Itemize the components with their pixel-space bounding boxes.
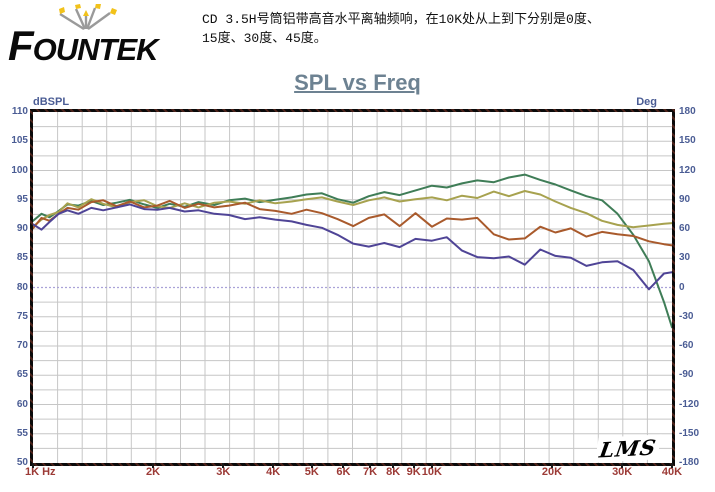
lms-logo: LMS <box>594 434 662 463</box>
x-axis-tick: 10K <box>421 466 442 478</box>
x-axis-tick: 5K <box>304 466 319 478</box>
y-axis-tick-left: 95 <box>16 193 28 205</box>
y-axis-tick-right: 60 <box>679 223 691 234</box>
x-axis-tick: 4K <box>266 466 281 478</box>
x-axis-tick-mark <box>310 463 313 468</box>
y-axis-tick-right: 150 <box>679 135 696 147</box>
y-axis-tick-left: 50 <box>16 457 28 468</box>
x-axis-tick: 9K <box>406 466 421 478</box>
y-axis-tick-left: 65 <box>16 369 28 381</box>
right-axis-unit-label: Deg <box>636 96 657 108</box>
x-axis-tick: 30K <box>612 466 633 478</box>
y-axis-tick-right: -90 <box>679 369 694 381</box>
x-axis-tick-mark <box>621 463 624 468</box>
x-axis-tick: 20K <box>541 466 563 478</box>
x-axis-tick-mark <box>671 463 673 468</box>
x-axis-tick-mark <box>152 463 155 468</box>
y-axis-tick-left: 100 <box>11 164 28 176</box>
x-axis-tick-mark <box>392 463 395 468</box>
y-axis-tick-left: 60 <box>16 398 28 410</box>
logo-wordmark: FOUNTEK <box>8 22 159 69</box>
description-line-2: 15度、30度、45度。 <box>202 31 327 46</box>
y-axis-tick-right: -120 <box>679 398 700 410</box>
spl-vs-freq-plot <box>30 109 675 466</box>
y-axis-tick-right: 30 <box>679 252 691 264</box>
y-axis-tick-right: -150 <box>679 427 700 439</box>
y-axis-tick-right: 180 <box>679 106 696 117</box>
y-axis-tick-right: 0 <box>679 281 685 293</box>
y-axis-tick-left: 75 <box>16 310 28 322</box>
y-axis-tick-right: -30 <box>679 310 694 322</box>
y-axis-tick-left: 80 <box>16 281 28 293</box>
fountek-logo: FOUNTEK <box>8 4 200 69</box>
x-axis-tick-mark <box>430 463 433 468</box>
x-axis-tick-mark <box>272 463 275 468</box>
y-axis-tick-left: 90 <box>16 223 28 234</box>
x-axis-tick: 2K <box>146 466 161 478</box>
y-axis-tick-right: -180 <box>679 457 700 468</box>
x-axis-tick: 40K <box>661 466 683 478</box>
y-axis-tick-left: 70 <box>16 340 28 351</box>
curve-deg45 <box>33 203 672 291</box>
x-axis-tick-mark <box>32 463 34 468</box>
x-axis-tick: 7K <box>363 466 378 478</box>
y-axis-tick-left: 105 <box>11 135 28 147</box>
y-axis-tick-left: 110 <box>11 106 28 117</box>
x-axis-tick-mark <box>412 463 415 468</box>
y-axis-tick-left: 55 <box>16 427 28 439</box>
x-axis-tick: 8K <box>386 466 401 478</box>
y-axis-tick-left: 85 <box>16 252 28 264</box>
x-axis-tick-mark <box>342 463 345 468</box>
x-axis-tick: 6K <box>336 466 351 478</box>
x-axis-tick-mark <box>222 463 225 468</box>
curve-deg30 <box>33 199 672 247</box>
description-line-1: CD 3.5H号筒铝带高音水平离轴频响，在10K处从上到下分别是0度、 <box>202 12 600 27</box>
x-axis-tick: 1K Hz <box>25 466 56 478</box>
y-axis-tick-right: -60 <box>679 340 694 351</box>
y-axis-tick-right: 120 <box>679 164 696 176</box>
left-axis-unit-label: dBSPL <box>33 96 70 108</box>
y-axis-tick-right: 90 <box>679 193 691 205</box>
plot-canvas <box>33 112 672 463</box>
sparkle-icon <box>59 4 117 30</box>
x-axis-tick-mark <box>550 463 553 468</box>
measurement-description: CD 3.5H号筒铝带高音水平离轴频响，在10K处从上到下分别是0度、 15度、… <box>202 10 707 48</box>
chart-title: SPL vs Freq <box>294 70 421 95</box>
x-axis-tick-mark <box>369 463 372 468</box>
x-axis-tick: 3K <box>216 466 231 478</box>
curve-deg15 <box>33 190 672 229</box>
